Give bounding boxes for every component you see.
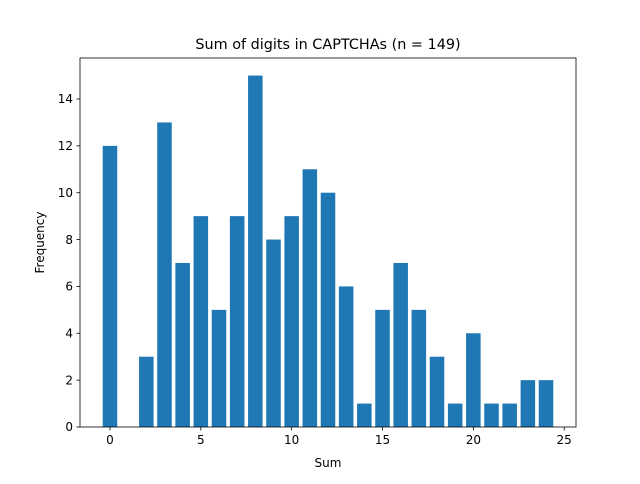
bar-15 [375,309,390,427]
bar-13 [338,286,354,427]
y-tick-label: 4 [65,326,73,340]
bar-22 [502,403,517,427]
bar-7 [229,216,245,427]
y-tick-label: 14 [58,92,73,106]
bar-14 [357,403,372,427]
y-tick-label: 12 [58,139,73,153]
bar-9 [266,239,281,427]
y-tick-label: 10 [58,186,73,200]
bar-16 [393,263,408,427]
y-tick-label: 8 [65,233,73,247]
x-tick-label: 5 [197,433,205,447]
bar-17 [411,309,427,427]
bar-8 [248,75,263,427]
ticks-layer: 0 5 10 15 20 25 0 2 4 6 8 10 12 14 [58,92,572,447]
bar-10 [284,216,299,427]
x-tick-label: 25 [557,433,572,447]
bars-layer [102,75,554,428]
plot-frame [79,57,577,428]
y-tick-label: 6 [65,280,73,294]
y-tick-label: 2 [65,373,73,387]
bar-20 [466,333,481,427]
bar-23 [520,380,536,427]
bar-19 [447,403,463,427]
bar-18 [429,356,445,427]
bar-21 [484,403,499,427]
x-axis-label: Sum [315,456,342,470]
bar-5 [193,216,209,427]
x-tick-label: 10 [284,433,299,447]
bar-4 [175,263,190,427]
bar-2 [139,356,154,427]
y-tick-label: 0 [65,420,73,434]
y-axis-label: Frequency [33,212,47,274]
bar-11 [302,169,318,428]
bar-6 [211,309,227,427]
x-tick-label: 20 [466,433,481,447]
bar-24 [538,380,554,427]
x-tick-label: 0 [106,433,114,447]
bar-0 [102,145,118,428]
x-tick-label: 15 [375,433,390,447]
chart-title: Sum of digits in CAPTCHAs (n = 149) [195,37,460,53]
bar-12 [320,192,336,427]
bar-3 [157,122,172,428]
